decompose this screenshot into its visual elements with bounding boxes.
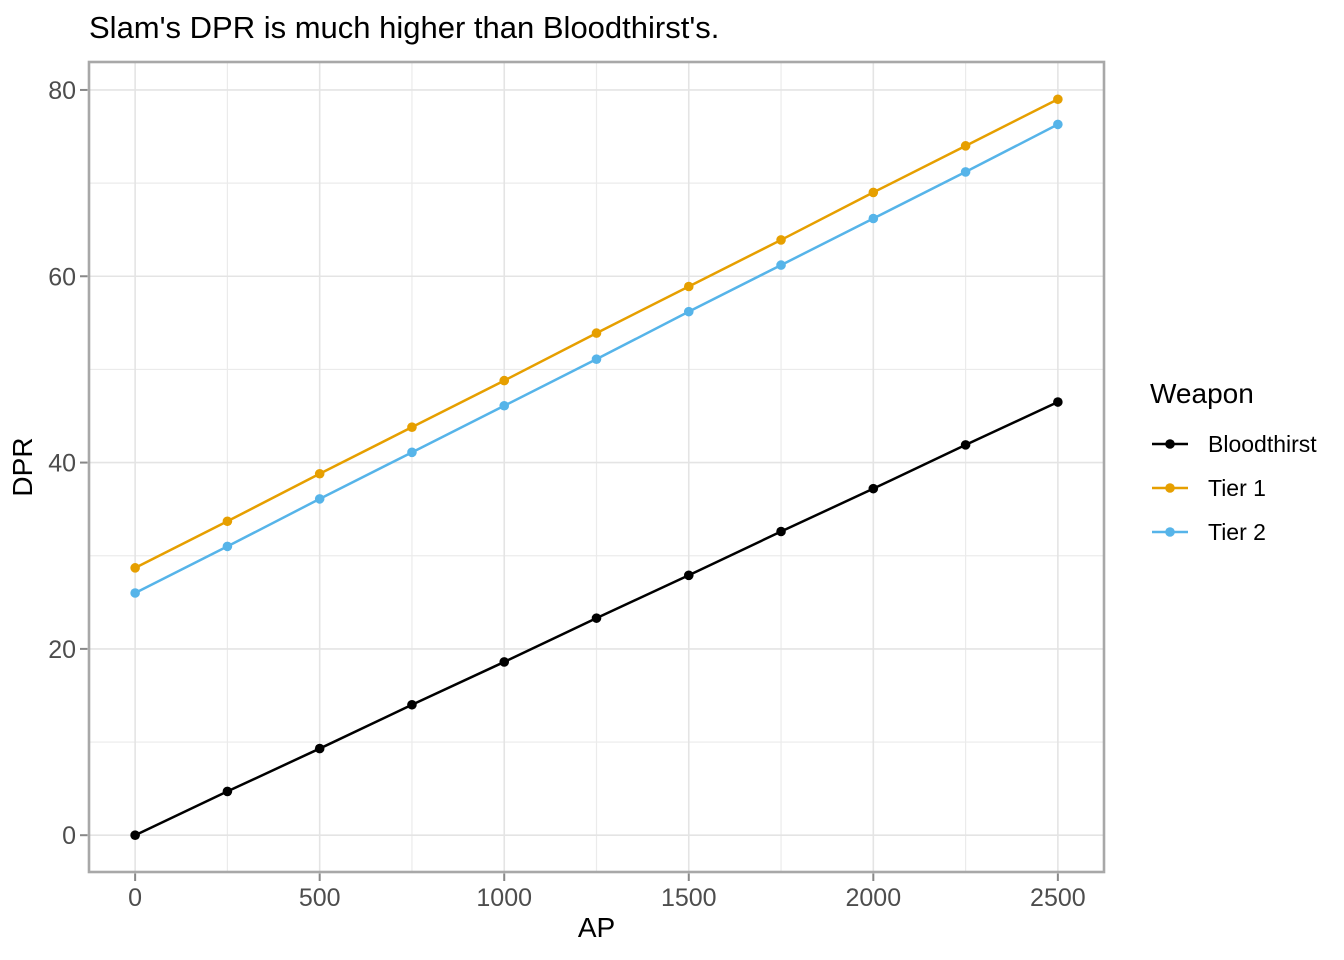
- data-point-tier-2: [591, 354, 602, 364]
- x-tick-label: 1500: [661, 884, 717, 912]
- data-point-bloodthirst: [222, 786, 233, 797]
- legend: Weapon Bloodthirst Tier 1 Tier 2: [1150, 377, 1317, 545]
- data-point-bloodthirst: [960, 440, 971, 450]
- data-point-tier-2: [960, 167, 971, 177]
- data-point-tier-1: [1053, 94, 1063, 105]
- y-tick-label: 60: [48, 263, 76, 291]
- legend-item: Tier 2: [1150, 518, 1317, 545]
- legend-key-line-dot-icon: [1152, 483, 1188, 493]
- y-tick-label: 0: [62, 822, 76, 850]
- data-point-tier-2: [1053, 119, 1063, 130]
- legend-title: Weapon: [1150, 378, 1254, 409]
- legend-item-label: Tier 1: [1208, 474, 1266, 501]
- data-point-bloodthirst: [776, 526, 786, 537]
- data-point-tier-2: [314, 494, 325, 504]
- x-tick-label: 2000: [846, 884, 902, 912]
- legend-item-label: Bloodthirst: [1208, 430, 1317, 457]
- data-point-tier-2: [222, 541, 233, 552]
- y-tick-label: 20: [48, 636, 76, 664]
- data-point-tier-2: [776, 260, 786, 270]
- legend-key-line-dot-icon: [1152, 527, 1188, 537]
- data-point-tier-1: [868, 187, 879, 198]
- data-point-tier-1: [683, 281, 694, 292]
- data-point-tier-1: [314, 468, 325, 479]
- x-tick-label: 1000: [476, 884, 532, 912]
- data-point-bloodthirst: [407, 699, 417, 710]
- data-point-tier-1: [130, 563, 140, 573]
- data-point-bloodthirst: [591, 613, 602, 623]
- x-tick-label: 500: [299, 884, 341, 912]
- data-point-bloodthirst: [868, 483, 879, 494]
- chart-title: Slam's DPR is much higher than Bloodthir…: [89, 10, 720, 45]
- data-point-tier-2: [407, 447, 417, 458]
- data-point-tier-2: [499, 400, 510, 411]
- data-point-tier-1: [499, 375, 510, 386]
- x-tick-label: 2500: [1030, 884, 1086, 912]
- legend-key-line-dot-icon: [1152, 439, 1188, 449]
- y-axis-title: DPR: [7, 437, 38, 497]
- x-axis-title: AP: [577, 912, 616, 943]
- data-point-tier-1: [222, 516, 233, 527]
- data-point-bloodthirst: [314, 743, 325, 754]
- data-point-tier-1: [407, 422, 417, 432]
- legend-item: Tier 1: [1150, 474, 1317, 501]
- data-point-tier-2: [683, 306, 694, 317]
- panel-border: [87, 60, 1106, 874]
- x-tick-label: 0: [128, 884, 142, 912]
- y-tick-label: 40: [48, 450, 76, 478]
- data-point-bloodthirst: [1053, 397, 1063, 407]
- data-point-tier-1: [591, 328, 602, 338]
- data-point-bloodthirst: [130, 830, 140, 841]
- data-point-tier-1: [776, 235, 786, 245]
- y-tick-label: 80: [48, 77, 76, 105]
- legend-item: Bloodthirst: [1150, 430, 1317, 457]
- data-point-bloodthirst: [499, 657, 510, 667]
- legend-item-label: Tier 2: [1208, 518, 1266, 545]
- data-point-tier-2: [130, 588, 140, 598]
- data-point-tier-2: [868, 213, 879, 224]
- data-point-tier-1: [960, 141, 971, 151]
- data-point-bloodthirst: [683, 570, 694, 581]
